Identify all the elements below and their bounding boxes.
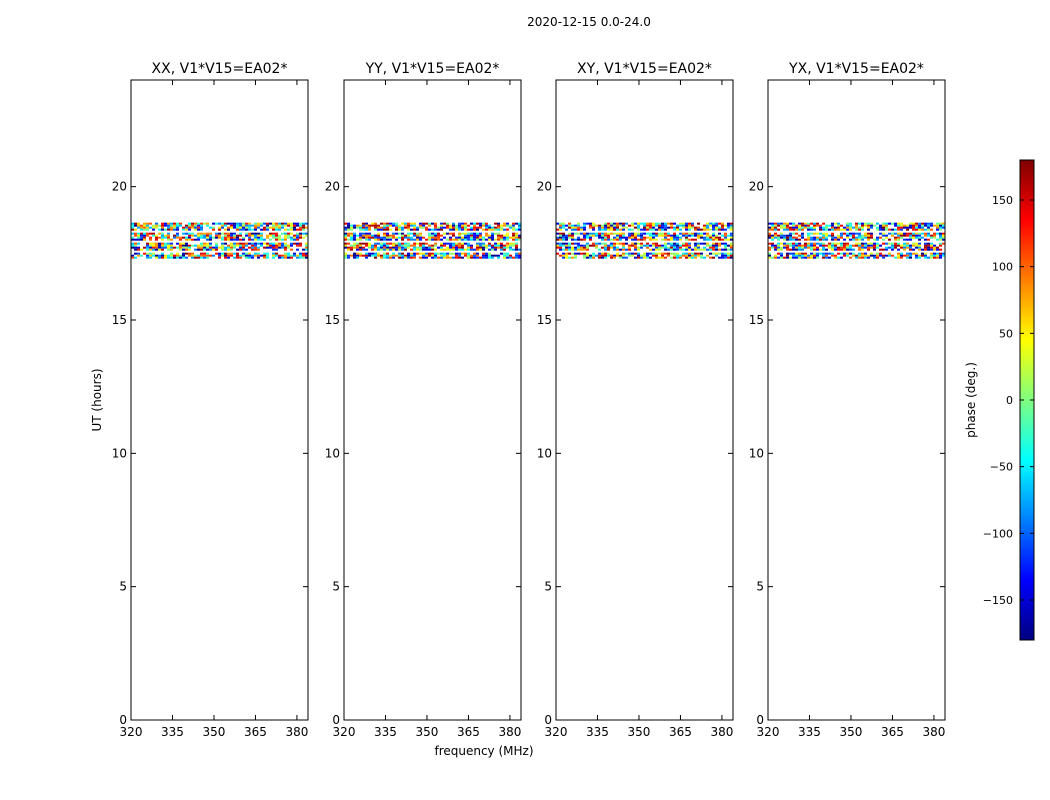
y-tick-label: 10 [537,446,552,460]
panel-3: XY, V1*V15=EA02* 320 335 350 365 380 0 5 10 15 20 [537,61,734,739]
x-tick-label: 350 [840,725,863,739]
colorbar-tick-label: 50 [999,327,1013,340]
phase-data-band [344,222,521,259]
panel-2: YY, V1*V15=EA02* 320 335 350 365 380 0 5 10 15 20 [325,61,522,739]
x-tick-label: 320 [757,725,780,739]
y-tick-label: 15 [325,313,340,327]
y-tick-label: 0 [756,713,764,727]
phase-data-band [768,222,945,259]
panel-title: XX, V1*V15=EA02* [152,61,288,77]
colorbar-label: phase (deg.) [964,362,978,438]
x-tick-label: 365 [881,725,904,739]
y-tick-label: 5 [332,580,340,594]
x-tick-label: 335 [161,725,184,739]
y-tick-label: 15 [537,313,552,327]
y-tick-label: 15 [112,313,127,327]
colorbar-tick-label: −50 [990,461,1013,474]
y-axis-label: UT (hours) [90,368,104,431]
colorbar-gradient [1020,160,1034,640]
y-tick-label: 0 [119,713,127,727]
y-tick-label: 0 [544,713,552,727]
colorbar-tick-label: 150 [992,194,1013,207]
x-tick-label: 350 [416,725,439,739]
panel-frame [767,79,946,721]
panel-4: YX, V1*V15=EA02* 320 335 350 365 380 0 5 10 15 20 [749,61,946,739]
y-tick-label: 20 [749,180,764,194]
y-tick-label: 10 [325,446,340,460]
y-tick-label: 5 [119,580,127,594]
y-tick-label: 0 [332,713,340,727]
x-tick-label: 380 [922,725,945,739]
y-tick-label: 20 [537,180,552,194]
panel-title: YY, V1*V15=EA02* [365,61,500,77]
x-tick-label: 365 [457,725,480,739]
panel-title: YX, V1*V15=EA02* [788,61,924,77]
panel-title: XY, V1*V15=EA02* [577,61,712,77]
x-tick-label: 335 [374,725,397,739]
colorbar-tick-label: −100 [983,527,1013,540]
x-tick-label: 365 [244,725,267,739]
panel-frame [555,79,734,721]
x-tick-label: 335 [586,725,609,739]
x-tick-label: 380 [710,725,733,739]
x-tick-label: 365 [669,725,692,739]
x-tick-label: 350 [203,725,226,739]
x-tick-label: 320 [120,725,143,739]
panel-frame [343,79,522,721]
x-tick-label: 380 [285,725,308,739]
x-axis-label: frequency (MHz) [434,744,533,758]
colorbar-tick-label: 100 [992,261,1013,274]
phase-data-band [131,222,308,259]
colorbar-tick-label: 0 [1006,394,1013,407]
colorbar: 150 100 50 0 −50 −100 −150 phase (deg.) [964,159,1035,641]
panel-1: XX, V1*V15=EA02* 320 335 350 365 380 0 5 10 15 20 [112,61,309,739]
y-tick-label: 5 [756,580,764,594]
panel-frame [130,79,309,721]
colorbar-tick-label: −150 [983,594,1013,607]
x-tick-label: 335 [798,725,821,739]
y-tick-label: 20 [325,180,340,194]
phase-data-band [556,222,733,259]
y-tick-label: 5 [544,580,552,594]
x-tick-label: 350 [628,725,651,739]
y-tick-label: 20 [112,180,127,194]
figure-suptitle: 2020-12-15 0.0-24.0 [527,15,651,29]
x-tick-label: 320 [333,725,356,739]
y-tick-label: 10 [749,446,764,460]
x-tick-label: 320 [545,725,568,739]
y-tick-label: 10 [112,446,127,460]
x-tick-label: 380 [498,725,521,739]
y-tick-label: 15 [749,313,764,327]
